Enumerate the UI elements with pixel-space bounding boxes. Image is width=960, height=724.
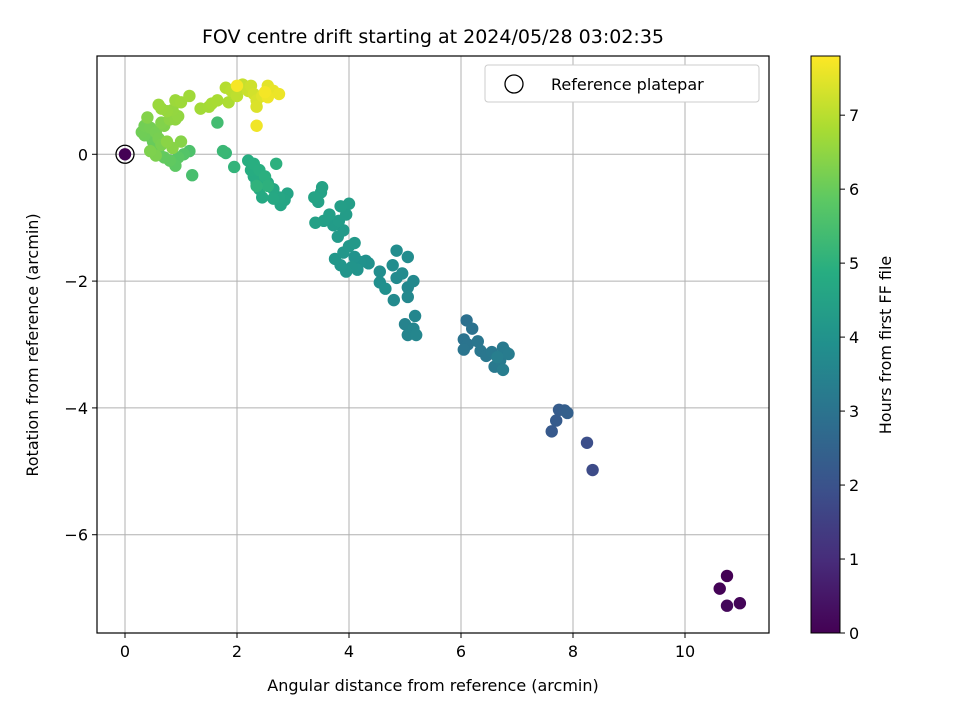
scatter-point [545, 425, 558, 438]
scatter-point [144, 144, 157, 158]
scatter-point [387, 293, 400, 307]
colorbar-ticks: 0 1 2 3 4 5 6 7 [840, 106, 859, 643]
colorbar-tick-label: 2 [849, 476, 859, 495]
scatter-point [466, 322, 479, 335]
scatter-point [713, 582, 726, 595]
colorbar-tick-label: 6 [849, 180, 859, 199]
y-tick-label: 0 [78, 145, 88, 164]
scatter-point [160, 135, 174, 148]
scatter-point [211, 94, 224, 107]
scatter-point [401, 250, 414, 264]
scatter-point [186, 169, 199, 182]
scatter-point [272, 87, 286, 101]
scatter-point [337, 224, 350, 237]
scatter-point [230, 79, 244, 93]
scatter-point [348, 250, 361, 264]
legend-box [484, 64, 760, 103]
scatter-point [720, 599, 734, 612]
scatter-point [408, 309, 422, 323]
colorbar-tick-label: 5 [849, 254, 859, 273]
y-tick-label: −6 [64, 526, 88, 545]
scatter-point [250, 179, 263, 193]
scatter-point [502, 347, 515, 361]
scatter-point [250, 119, 263, 132]
scatter-point [586, 463, 599, 477]
scatter-point [141, 111, 154, 124]
scatter-point [258, 85, 272, 99]
scatter-point [720, 569, 734, 583]
scatter-point [373, 265, 386, 278]
colorbar [810, 55, 841, 634]
legend: Reference platepar [484, 64, 760, 103]
scatter-point [261, 179, 274, 193]
legend-label: Reference platepar [551, 75, 704, 94]
scatter-point [152, 98, 165, 112]
scatter-point [457, 343, 470, 356]
scatter-point [410, 328, 423, 342]
grid-lines [97, 56, 769, 633]
scatter-point [401, 290, 414, 304]
scatter-point [348, 236, 361, 250]
scatter-point [328, 252, 342, 266]
colorbar-label: Hours from first FF file [876, 256, 895, 435]
scatter-point [550, 414, 563, 427]
plot-frame [96, 55, 770, 634]
colorbar-tick-label: 1 [849, 550, 859, 569]
scatter-point [216, 144, 230, 158]
scatter-point [309, 216, 322, 229]
scatter-point [407, 274, 420, 288]
data-points [135, 78, 747, 612]
y-tick-label: −2 [64, 272, 88, 291]
y-axis-label: Rotation from reference (arcmin) [23, 213, 42, 476]
scatter-point [471, 335, 484, 348]
scatter-point [308, 191, 321, 204]
chart-title: FOV centre drift starting at 2024/05/28 … [202, 26, 664, 48]
scatter-point [334, 200, 347, 213]
scatter-point [174, 135, 188, 148]
scatter-point [183, 89, 196, 103]
x-tick-label: 6 [456, 642, 466, 661]
scatter-point [733, 596, 747, 610]
x-axis-label: Angular distance from reference (arcmin) [267, 676, 598, 695]
legend-reference-marker [504, 74, 524, 94]
scatter-point [561, 406, 574, 420]
scatter-point [379, 282, 392, 295]
scatter-point [267, 192, 280, 205]
colorbar-tick-label: 0 [849, 624, 859, 643]
x-axis-ticks: 0 2 4 6 8 10 [120, 633, 695, 661]
scatter-point [491, 350, 504, 364]
scatter-point [250, 100, 263, 113]
colorbar-tick-label: 4 [849, 328, 859, 347]
scatter-point [315, 181, 329, 194]
scatter-point [228, 160, 241, 174]
colorbar-tick-label: 3 [849, 402, 859, 421]
reference-point-ring [115, 144, 135, 164]
reference-point-fill [118, 148, 132, 161]
y-tick-label: −4 [64, 399, 88, 418]
reference-marker [115, 144, 135, 164]
scatter-point [580, 436, 594, 449]
colorbar-tick-label: 7 [849, 106, 859, 125]
scatter-point [496, 363, 510, 377]
scatter-point [270, 157, 283, 170]
scatter-point [390, 244, 403, 257]
x-tick-label: 8 [568, 642, 578, 661]
scatter-point [211, 116, 224, 129]
x-tick-label: 10 [675, 642, 695, 661]
scatter-point [396, 267, 409, 280]
scatter-point [258, 170, 272, 183]
scatter-point [174, 96, 188, 109]
y-axis-ticks: 0 −2 −4 −6 [64, 145, 97, 545]
scatter-point [386, 259, 399, 272]
x-tick-label: 4 [344, 642, 354, 661]
x-tick-label: 2 [232, 642, 242, 661]
x-tick-label: 0 [120, 642, 130, 661]
